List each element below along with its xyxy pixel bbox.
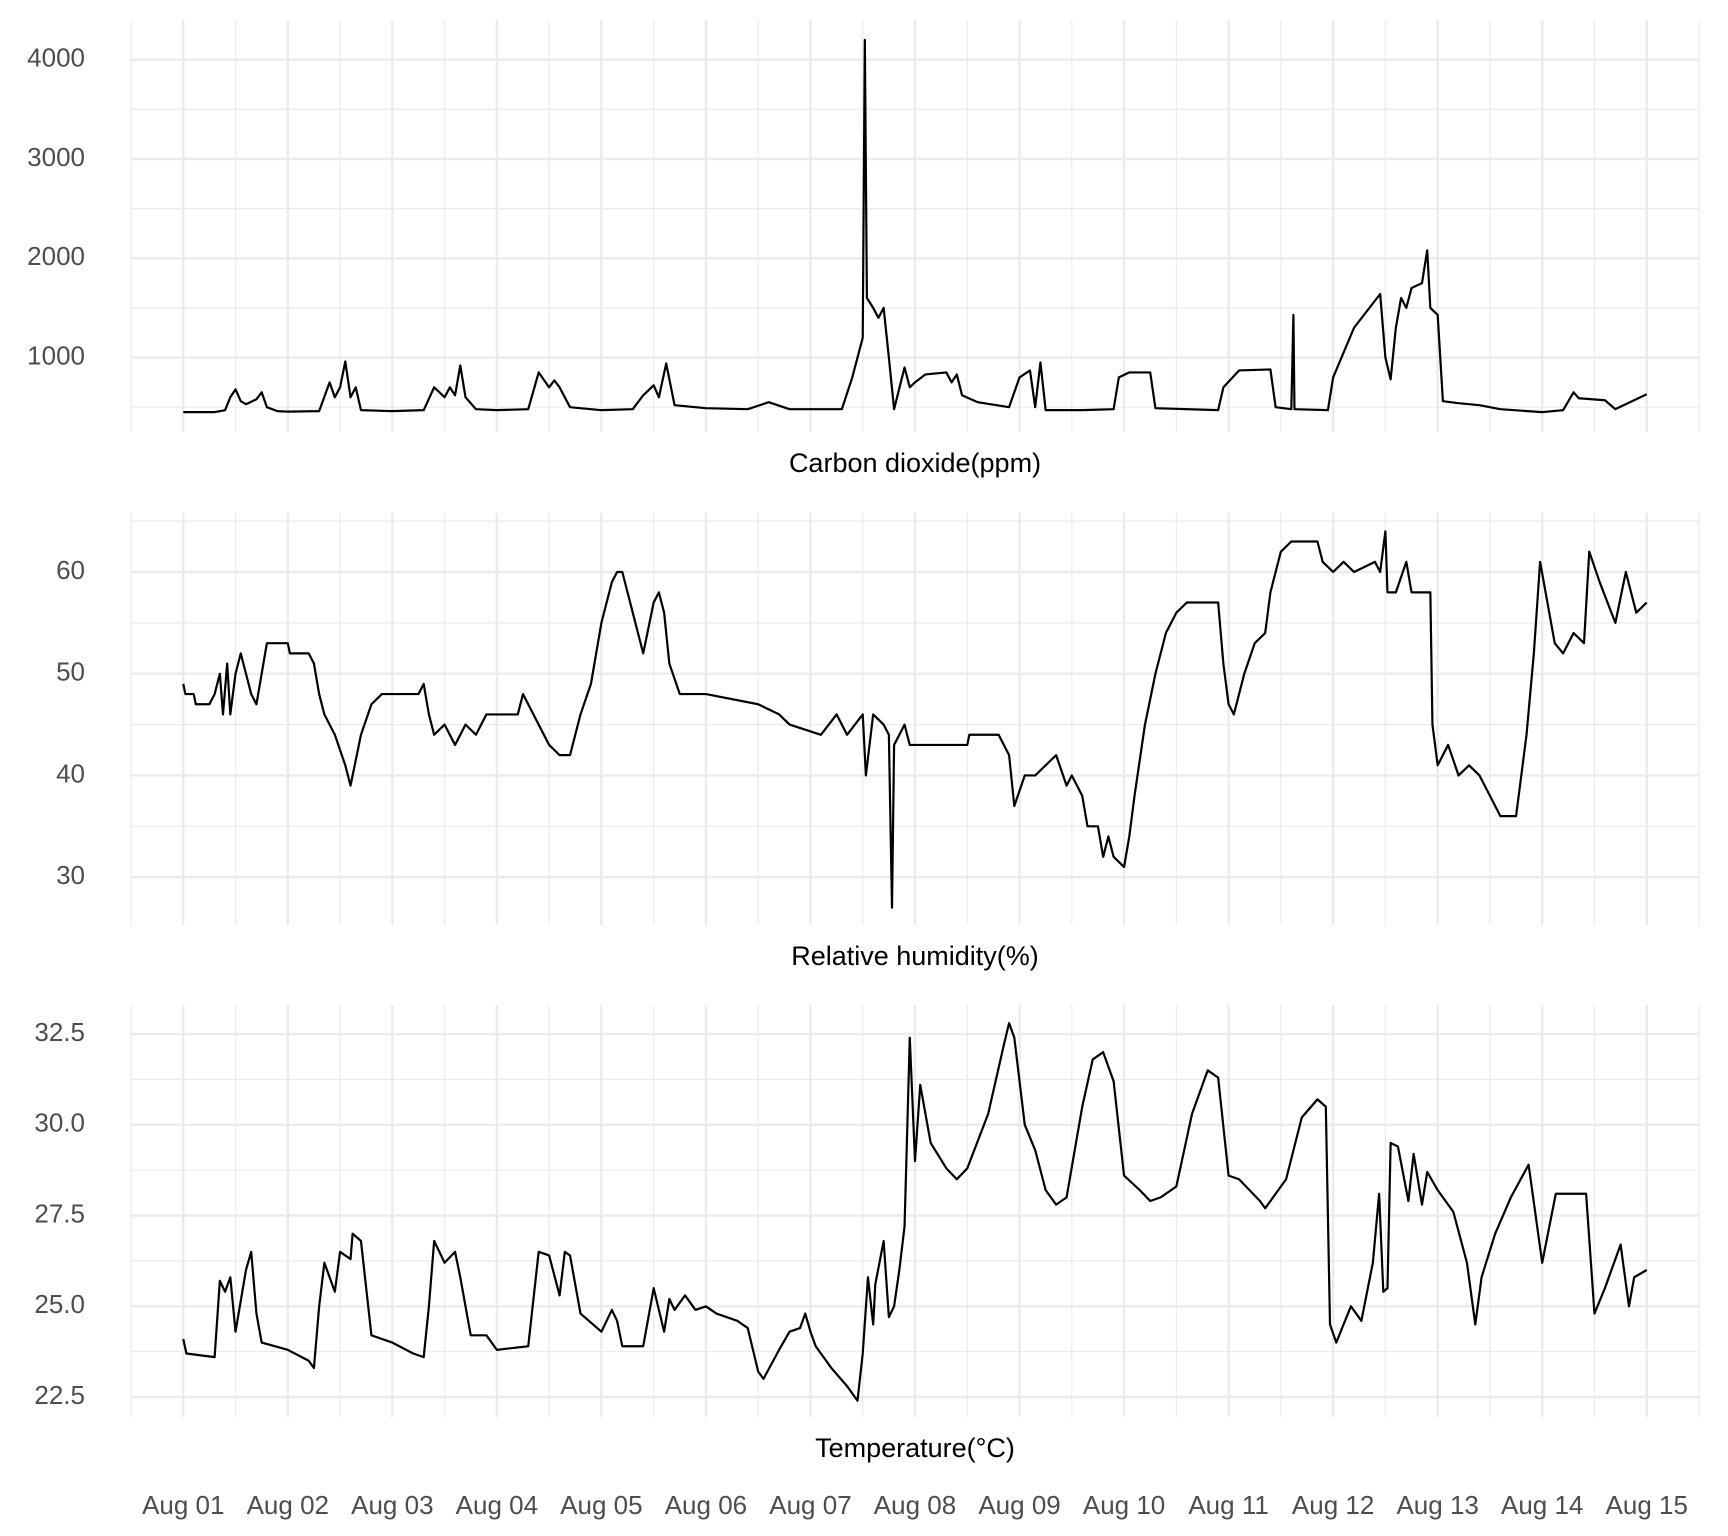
data-line [182, 1022, 1648, 1402]
x-tick-label: Aug 13 [1396, 1490, 1478, 1520]
y-tick-label: 1000 [27, 340, 85, 370]
y-tick-label: 4000 [27, 43, 85, 73]
y-tick-label: 50 [56, 657, 85, 687]
axis-title: Carbon dioxide(ppm) [789, 448, 1041, 478]
x-tick-label: Aug 14 [1501, 1490, 1583, 1520]
x-tick-label: Aug 10 [1083, 1490, 1165, 1520]
y-tick-label: 25.0 [34, 1289, 85, 1319]
x-tick-label: Aug 11 [1188, 1490, 1268, 1520]
x-tick-label: Aug 15 [1606, 1490, 1688, 1520]
y-tick-label: 22.5 [34, 1380, 85, 1410]
y-tick-label: 3000 [27, 142, 85, 172]
x-tick-label: Aug 04 [456, 1490, 538, 1520]
y-tick-label: 2000 [27, 241, 85, 271]
x-tick-label: Aug 07 [769, 1490, 851, 1520]
x-tick-label: Aug 08 [874, 1490, 956, 1520]
x-tick-label: Aug 09 [978, 1490, 1060, 1520]
x-tick-label: Aug 02 [247, 1490, 329, 1520]
axis-title: Temperature(°C) [815, 1433, 1015, 1463]
y-tick-label: 32.5 [34, 1017, 85, 1047]
y-tick-label: 30 [56, 860, 85, 890]
x-tick-label: Aug 01 [142, 1490, 224, 1520]
data-line [182, 530, 1648, 909]
y-tick-label: 40 [56, 758, 85, 788]
x-tick-label: Aug 12 [1292, 1490, 1374, 1520]
x-tick-label: Aug 06 [665, 1490, 747, 1520]
data-line [183, 38, 1648, 414]
y-tick-label: 60 [56, 555, 85, 585]
x-tick-label: Aug 05 [560, 1490, 642, 1520]
x-tick-label: Aug 03 [351, 1490, 433, 1520]
y-tick-label: 27.5 [34, 1198, 85, 1228]
y-tick-label: 30.0 [34, 1108, 85, 1138]
axis-title: Relative humidity(%) [791, 941, 1039, 971]
